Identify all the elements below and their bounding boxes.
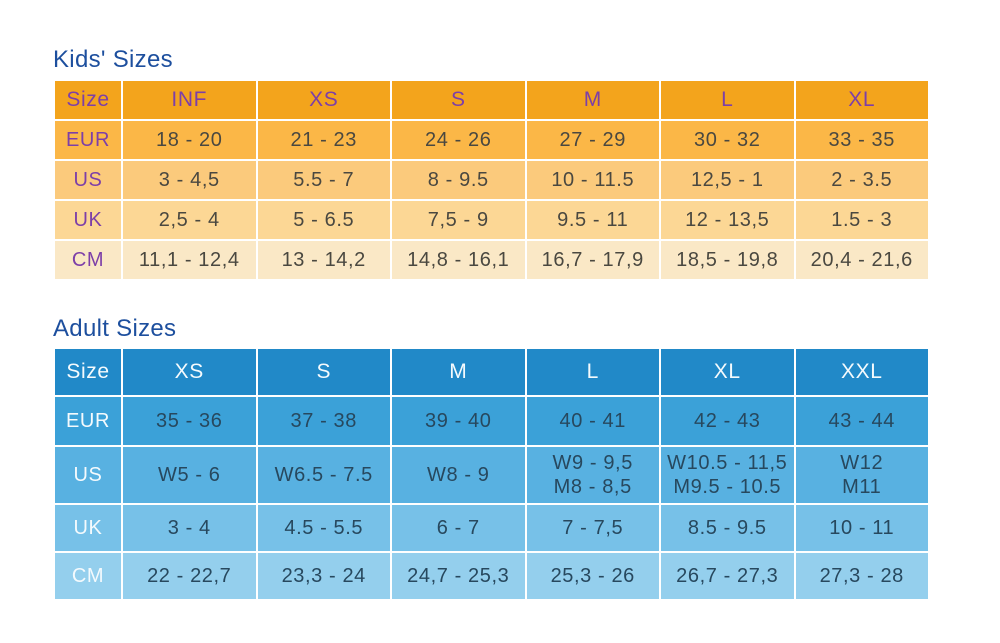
cell: 14,8 - 16,1 [392,241,525,279]
cell: 13 - 14,2 [257,241,390,279]
cell: 33 - 35 [795,121,928,159]
adult-header-size: Size [55,349,121,395]
cell: W10.5 - 11,5 M9.5 - 10.5 [661,447,794,503]
adult-header-l: L [526,349,659,395]
kids-sizes-title: Kids' Sizes [53,46,173,73]
cell: 24,7 - 25,3 [392,553,525,599]
cell: 21 - 23 [257,121,390,159]
cell: 9.5 - 11 [526,201,659,239]
cell: W9 - 9,5 M8 - 8,5 [526,447,659,503]
adult-header-xs: XS [123,349,256,395]
cell: 1.5 - 3 [795,201,928,239]
kids-header-xs: XS [257,81,390,119]
adult-row-eur: EUR 35 - 36 37 - 38 39 - 40 40 - 41 42 -… [55,397,928,445]
cell: 12 - 13,5 [661,201,794,239]
cell: 4.5 - 5.5 [257,505,390,551]
row-label: EUR [55,121,121,159]
kids-row-eur: EUR 18 - 20 21 - 23 24 - 26 27 - 29 30 -… [55,121,928,159]
cell: 16,7 - 17,9 [526,241,659,279]
row-label: UK [55,201,121,239]
cell: W5 - 6 [123,447,256,503]
cell: 3 - 4 [123,505,256,551]
cell: 8.5 - 9.5 [661,505,794,551]
cell: 23,3 - 24 [257,553,390,599]
cell: 18 - 20 [123,121,256,159]
adult-header-row: Size XS S M L XL XXL [55,349,928,395]
cell: 7 - 7,5 [526,505,659,551]
kids-header-xl: XL [795,81,928,119]
adult-header-xl: XL [661,349,794,395]
adult-header-xxl: XXL [795,349,928,395]
row-label: EUR [55,397,121,445]
cell: 40 - 41 [526,397,659,445]
kids-header-inf: INF [123,81,256,119]
cell: 27,3 - 28 [795,553,928,599]
kids-header-row: Size INF XS S M L XL [55,81,928,119]
cell: 42 - 43 [661,397,794,445]
cell: 3 - 4,5 [123,161,256,199]
cell: W12 M11 [795,447,928,503]
cell: 39 - 40 [392,397,525,445]
cell: 2,5 - 4 [123,201,256,239]
cell: 24 - 26 [392,121,525,159]
kids-header-s: S [392,81,525,119]
cell: 7,5 - 9 [392,201,525,239]
adult-sizes-title: Adult Sizes [53,315,177,342]
adult-row-uk: UK 3 - 4 4.5 - 5.5 6 - 7 7 - 7,5 8.5 - 9… [55,505,928,551]
row-label: UK [55,505,121,551]
cell: 20,4 - 21,6 [795,241,928,279]
row-label: US [55,447,121,503]
adult-row-us: US W5 - 6 W6.5 - 7.5 W8 - 9 W9 - 9,5 M8 … [55,447,928,503]
adult-header-m: M [392,349,525,395]
cell: 30 - 32 [661,121,794,159]
cell: 12,5 - 1 [661,161,794,199]
adult-row-cm: CM 22 - 22,7 23,3 - 24 24,7 - 25,3 25,3 … [55,553,928,599]
cell: 35 - 36 [123,397,256,445]
kids-header-l: L [661,81,794,119]
adult-header-s: S [257,349,390,395]
cell: 10 - 11 [795,505,928,551]
cell: W8 - 9 [392,447,525,503]
kids-header-size: Size [55,81,121,119]
row-label: CM [55,553,121,599]
cell: W6.5 - 7.5 [257,447,390,503]
row-label: US [55,161,121,199]
cell: 5 - 6.5 [257,201,390,239]
cell: 22 - 22,7 [123,553,256,599]
cell: 8 - 9.5 [392,161,525,199]
cell: 27 - 29 [526,121,659,159]
cell: 6 - 7 [392,505,525,551]
cell: 26,7 - 27,3 [661,553,794,599]
kids-sizes-table: Size INF XS S M L XL EUR 18 - 20 21 - 23… [53,79,930,281]
kids-header-m: M [526,81,659,119]
cell: 5.5 - 7 [257,161,390,199]
cell: 11,1 - 12,4 [123,241,256,279]
cell: 18,5 - 19,8 [661,241,794,279]
cell: 43 - 44 [795,397,928,445]
cell: 25,3 - 26 [526,553,659,599]
row-label: CM [55,241,121,279]
cell: 37 - 38 [257,397,390,445]
kids-row-uk: UK 2,5 - 4 5 - 6.5 7,5 - 9 9.5 - 11 12 -… [55,201,928,239]
adult-sizes-table: Size XS S M L XL XXL EUR 35 - 36 37 - 38… [53,347,930,601]
kids-row-us: US 3 - 4,5 5.5 - 7 8 - 9.5 10 - 11.5 12,… [55,161,928,199]
cell: 2 - 3.5 [795,161,928,199]
cell: 10 - 11.5 [526,161,659,199]
kids-row-cm: CM 11,1 - 12,4 13 - 14,2 14,8 - 16,1 16,… [55,241,928,279]
